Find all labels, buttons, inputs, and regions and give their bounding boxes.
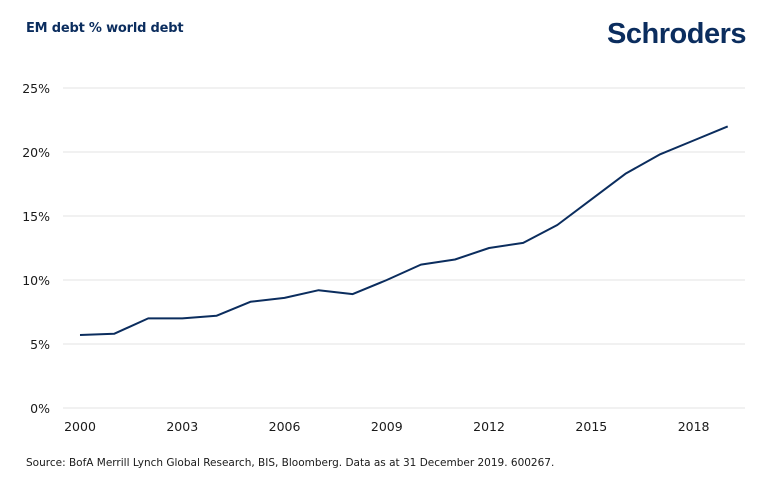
source-note: Source: BofA Merrill Lynch Global Resear… — [26, 457, 555, 469]
y-tick-label: 5% — [30, 337, 50, 352]
y-tick-label: 20% — [22, 145, 50, 160]
series-line — [79, 125, 729, 336]
x-tick-label: 2006 — [269, 419, 301, 434]
y-tick-label: 0% — [30, 401, 50, 416]
x-tick-label: 2015 — [575, 419, 607, 434]
chart-title: EM debt % world debt — [26, 21, 184, 36]
y-tick-label: 10% — [22, 273, 50, 288]
schroders-logo: Schroders — [607, 18, 746, 50]
y-tick-label: 15% — [22, 209, 50, 224]
y-tick-label: 25% — [22, 81, 50, 96]
x-tick-label: 2009 — [371, 419, 403, 434]
x-tick-label: 2000 — [64, 419, 96, 434]
x-tick-label: 2018 — [678, 419, 710, 434]
x-tick-label: 2012 — [473, 419, 505, 434]
x-tick-label: 2003 — [166, 419, 198, 434]
